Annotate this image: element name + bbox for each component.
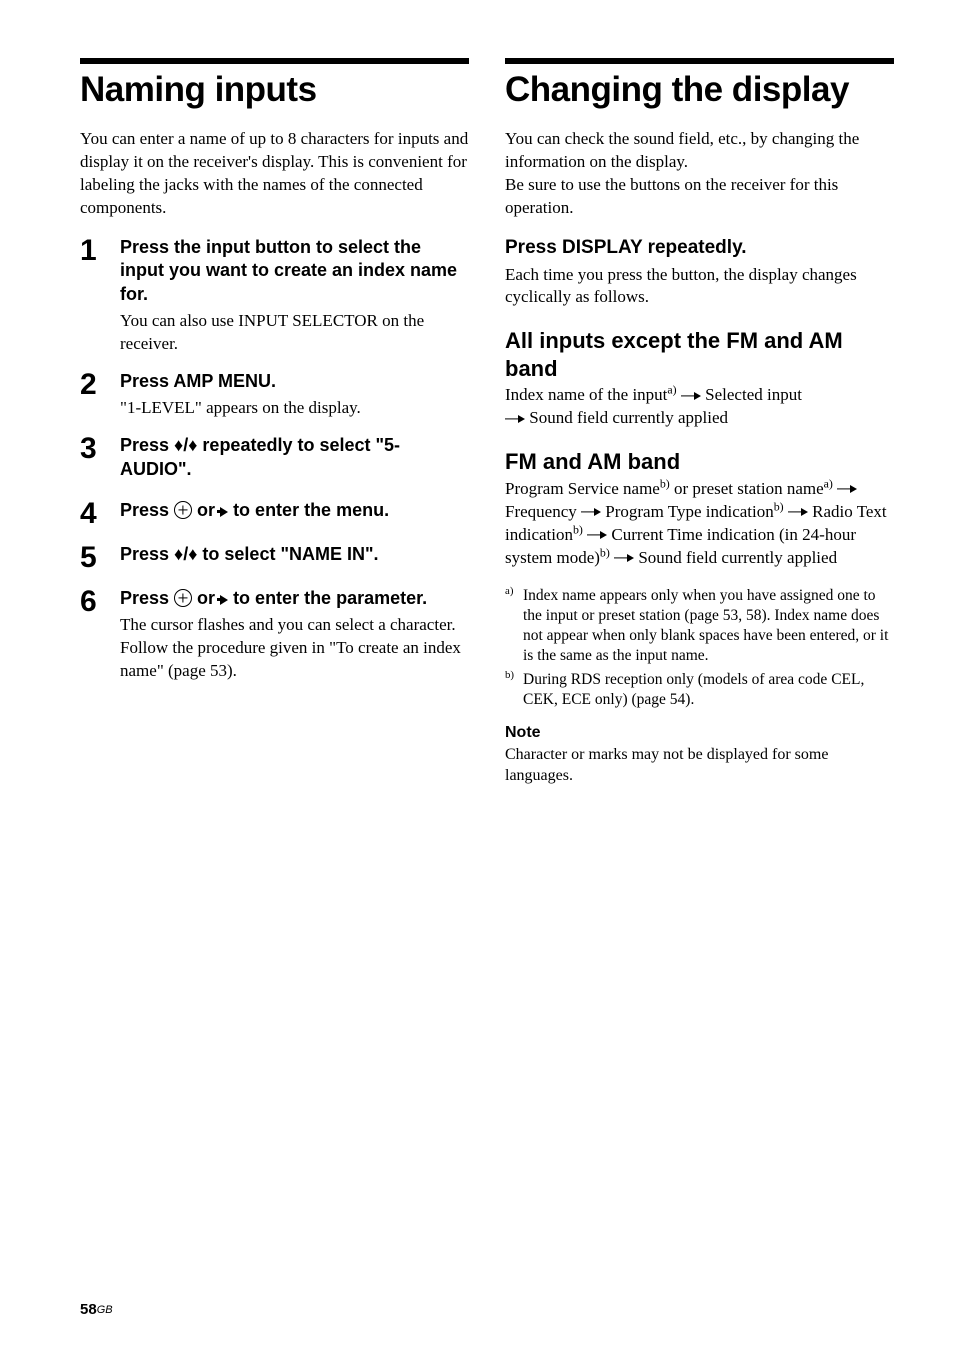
txt: Program Type indication: [601, 502, 774, 521]
two-column-layout: Naming inputs You can enter a name of up…: [80, 58, 894, 787]
step-head-post: to enter the menu.: [228, 500, 389, 520]
press-display-head: Press DISPLAY repeatedly.: [505, 236, 894, 260]
footnote-ref-b: b): [660, 476, 670, 490]
step-body: Press ♦/♦ repeatedly to select "5-AUDIO"…: [120, 434, 469, 485]
step-body: Press AMP MENU. "1-LEVEL" appears on the…: [120, 370, 469, 420]
step-desc: "1-LEVEL" appears on the display.: [120, 397, 469, 420]
step-5: 5 Press ♦/♦ to select "NAME IN".: [80, 543, 469, 573]
page-number: 58GB: [80, 1301, 113, 1318]
footnote-ref-a: a): [667, 383, 676, 397]
step-desc: The cursor flashes and you can select a …: [120, 614, 469, 683]
step-head: Press ♦/♦ repeatedly to select "5-AUDIO"…: [120, 434, 469, 481]
step-number: 5: [80, 543, 120, 573]
step-6: 6 Press or to enter the parameter. The c…: [80, 587, 469, 683]
updown-icon: ♦/♦: [174, 544, 197, 564]
step-head-mid: or: [192, 588, 220, 608]
step-head: Press ♦/♦ to select "NAME IN".: [120, 543, 469, 566]
step-body: Press ♦/♦ to select "NAME IN".: [120, 543, 469, 570]
fm-am-head: FM and AM band: [505, 448, 894, 476]
step-head-pre: Press: [120, 588, 174, 608]
step-3: 3 Press ♦/♦ repeatedly to select "5-AUDI…: [80, 434, 469, 485]
footnote-mark-text: b): [505, 669, 514, 681]
left-intro: You can enter a name of up to 8 characte…: [80, 128, 469, 220]
footnote-mark: b): [505, 670, 523, 710]
enter-icon: [174, 589, 192, 607]
footnote-ref-b: b): [774, 499, 784, 513]
right-intro-1: You can check the sound field, etc., by …: [505, 129, 859, 171]
step-head: Press or to enter the menu.: [120, 499, 469, 522]
left-column: Naming inputs You can enter a name of up…: [80, 58, 469, 787]
step-head-mid: or: [192, 500, 220, 520]
step-number: 2: [80, 370, 120, 400]
right-arrow-icon: [220, 507, 228, 517]
arrow-icon: [837, 485, 857, 494]
footnote-a: a) Index name appears only when you have…: [505, 586, 894, 667]
step-1: 1 Press the input button to select the i…: [80, 236, 469, 356]
footnote-mark-text: a): [505, 584, 513, 596]
all-inputs-body: Index name of the inputa) Selected input…: [505, 384, 894, 430]
page-num: 58: [80, 1301, 97, 1318]
step-head-post: to select "NAME IN".: [197, 544, 378, 564]
step-head-post: to enter the parameter.: [228, 588, 427, 608]
step-head-pre: Press: [120, 544, 174, 564]
enter-icon: [174, 501, 192, 519]
arrow-icon: [581, 508, 601, 517]
right-intro: You can check the sound field, etc., by …: [505, 128, 894, 220]
section-rule: [80, 58, 469, 64]
arrow-icon: [788, 508, 808, 517]
step-body: Press or to enter the menu.: [120, 499, 469, 526]
right-arrow-icon: [220, 595, 228, 605]
right-column: Changing the display You can check the s…: [505, 58, 894, 787]
section-title-right: Changing the display: [505, 70, 894, 110]
footnote-mark: a): [505, 586, 523, 667]
footnote-text: Index name appears only when you have as…: [523, 586, 894, 667]
step-4: 4 Press or to enter the menu.: [80, 499, 469, 529]
footnote-ref-a: a): [824, 476, 833, 490]
step-number: 4: [80, 499, 120, 529]
txt: Frequency: [505, 502, 581, 521]
footnote-ref-b: b): [573, 522, 583, 536]
txt: Sound field currently applied: [525, 408, 728, 427]
press-display-body: Each time you press the button, the disp…: [505, 264, 894, 310]
footnote-b: b) During RDS reception only (models of …: [505, 670, 894, 710]
all-inputs-head: All inputs except the FM and AM band: [505, 327, 894, 382]
section-title-left: Naming inputs: [80, 70, 469, 110]
step-head-pre: Press: [120, 435, 174, 455]
arrow-icon: [505, 414, 525, 423]
step-number: 1: [80, 236, 120, 266]
step-head-pre: Press: [120, 500, 174, 520]
txt: Index name of the input: [505, 385, 667, 404]
step-desc: You can also use INPUT SELECTOR on the r…: [120, 310, 469, 356]
footnote-ref-b: b): [600, 545, 610, 559]
step-number: 6: [80, 587, 120, 617]
txt: Program Service name: [505, 479, 660, 498]
step-2: 2 Press AMP MENU. "1-LEVEL" appears on t…: [80, 370, 469, 420]
footnotes: a) Index name appears only when you have…: [505, 586, 894, 711]
step-body: Press or to enter the parameter. The cur…: [120, 587, 469, 683]
note-head: Note: [505, 724, 894, 742]
footnote-text: During RDS reception only (models of are…: [523, 670, 894, 710]
txt: or preset station name: [670, 479, 824, 498]
arrow-icon: [614, 554, 634, 563]
updown-icon: ♦/♦: [174, 435, 197, 455]
right-intro-2: Be sure to use the buttons on the receiv…: [505, 175, 838, 217]
step-head: Press AMP MENU.: [120, 370, 469, 393]
page-suffix: GB: [97, 1304, 113, 1316]
fm-am-body: Program Service nameb) or preset station…: [505, 478, 894, 570]
step-body: Press the input button to select the inp…: [120, 236, 469, 356]
note-body: Character or marks may not be displayed …: [505, 745, 894, 787]
section-rule: [505, 58, 894, 64]
arrow-icon: [681, 391, 701, 400]
txt: Selected input: [701, 385, 802, 404]
step-number: 3: [80, 434, 120, 464]
step-head: Press the input button to select the inp…: [120, 236, 469, 306]
step-head: Press or to enter the parameter.: [120, 587, 469, 610]
txt: Sound field currently applied: [634, 548, 837, 567]
arrow-icon: [587, 531, 607, 540]
